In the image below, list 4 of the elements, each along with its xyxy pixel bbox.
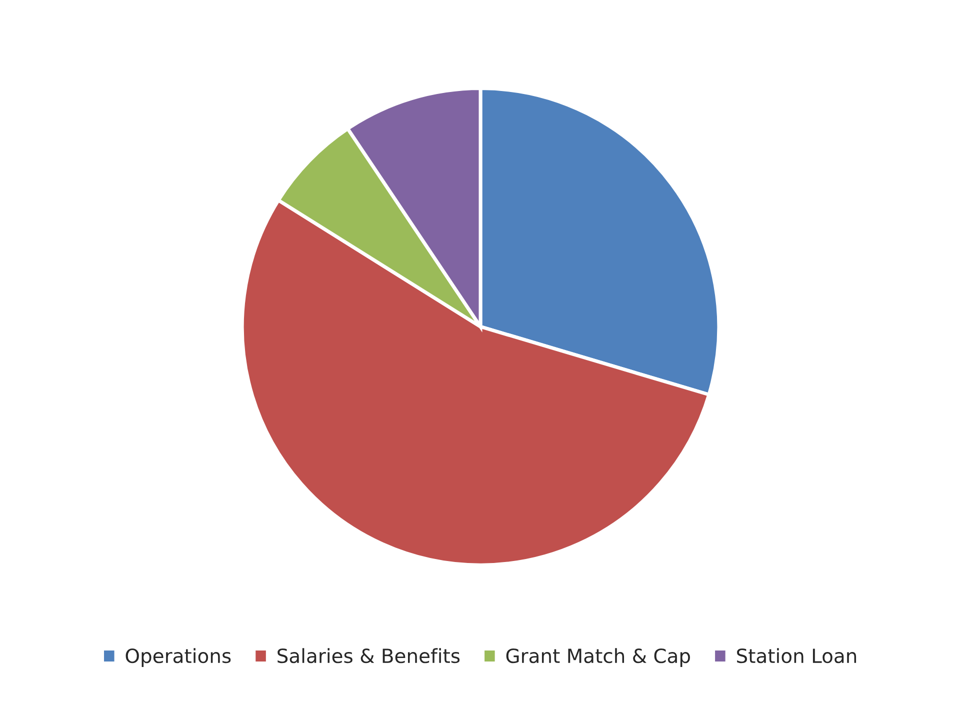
legend-label: Operations <box>126 648 231 667</box>
legend-label: Station Loan <box>737 648 856 664</box>
legend-label: Salaries & Benefits <box>278 648 460 664</box>
legend-label: Grant Match & Cap <box>506 648 690 667</box>
